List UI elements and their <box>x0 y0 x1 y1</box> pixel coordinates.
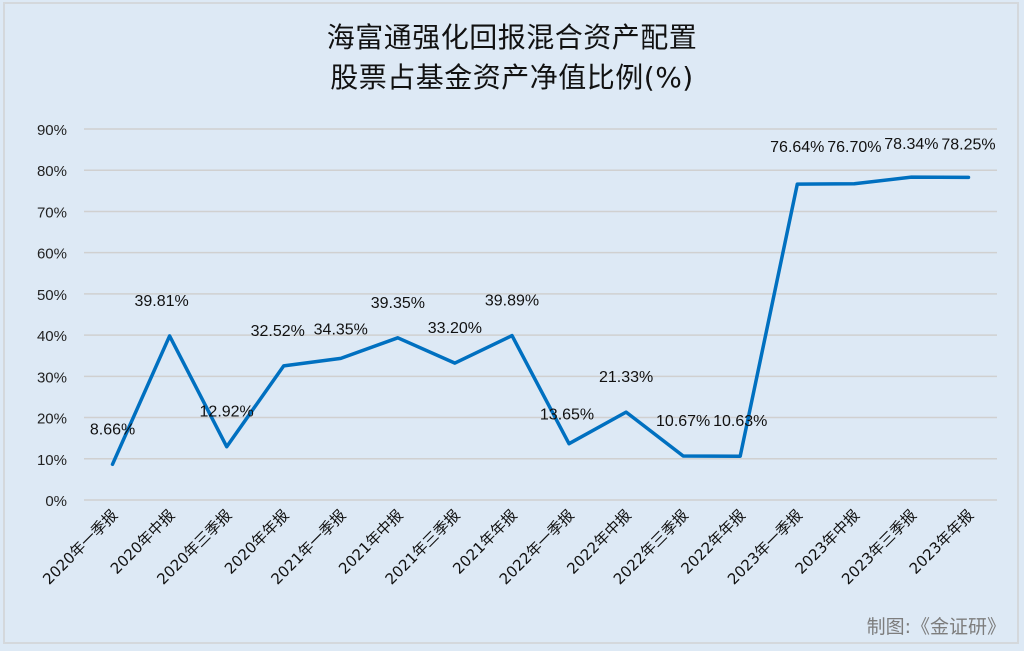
data-label: 78.25% <box>941 136 995 153</box>
chart-frame <box>3 2 1019 644</box>
chart-title-line-1: 海富通强化回报混合资产配置 <box>326 21 698 54</box>
data-label: 39.81% <box>134 293 188 310</box>
data-label: 10.63% <box>713 413 767 430</box>
y-axis-tick-label: 80% <box>37 163 67 180</box>
y-axis-tick-label: 90% <box>37 122 67 139</box>
x-axis-labels: 2020年一季报2020年中报2020年三季报2020年年报2021年一季报20… <box>39 506 977 588</box>
data-label: 76.64% <box>770 139 824 156</box>
y-axis-tick-label: 50% <box>37 287 67 304</box>
y-axis-tick-label: 40% <box>37 328 67 345</box>
data-labels: 8.66% 39.81% 12.92% 32.52% 34.35%39.35%33.20… <box>90 136 996 438</box>
data-label: 13.65% <box>540 407 594 424</box>
y-axis-tick-label: 20% <box>37 411 67 428</box>
data-label: 39.89% <box>485 293 539 310</box>
y-axis-tick-label: 60% <box>37 246 67 263</box>
y-axis-tick-label: 0% <box>45 493 67 510</box>
data-label: 33.20% <box>428 320 482 337</box>
data-label: 32.52% <box>251 323 305 340</box>
data-label: 39.35% <box>371 295 425 312</box>
data-label: 78.34% <box>884 136 938 153</box>
data-label: 34.35% <box>314 321 368 338</box>
chart-title: 海富通强化回报混合资产配置 股票占基金资产净值比例(%) <box>0 18 1024 98</box>
data-label: 21.33% <box>599 369 653 386</box>
y-axis-labels: 0% 10% 20% 30% 40% 50% 60% 70% 80% 90% <box>37 122 67 510</box>
data-label: 8.66% <box>90 421 135 438</box>
data-label: 10.67% <box>656 413 710 430</box>
x-axis-tick-label: 2020年一季报 <box>39 506 121 588</box>
chart-credit: 制图:《金证研》 <box>866 616 1006 638</box>
y-axis-tick-label: 70% <box>37 204 67 221</box>
data-label: 76.70% <box>827 139 881 156</box>
y-axis-tick-label: 10% <box>37 452 67 469</box>
chart-title-line-2: 股票占基金资产净值比例(%) <box>330 61 694 94</box>
gridlines <box>84 128 997 501</box>
y-axis-tick-label: 30% <box>37 369 67 386</box>
data-series-line <box>110 175 971 467</box>
data-label: 12.92% <box>200 404 254 421</box>
